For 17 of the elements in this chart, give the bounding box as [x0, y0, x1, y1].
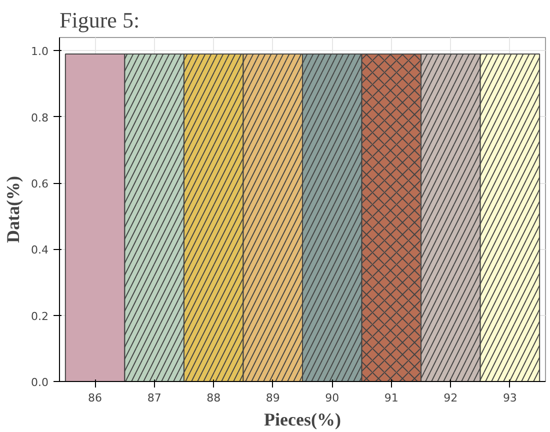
- x-tick-label: 88: [206, 392, 221, 404]
- y-tick-label: 1.0: [31, 45, 49, 58]
- y-tick-label: 0.6: [31, 178, 49, 191]
- y-tick-label: 0.2: [31, 310, 49, 323]
- chart-title: Figure 5:: [60, 8, 140, 32]
- x-tick-label: 90: [325, 392, 340, 404]
- x-tick-label: 93: [502, 392, 517, 404]
- x-tick-label: 91: [384, 392, 398, 404]
- x-tick-label: 86: [88, 392, 102, 404]
- x-tick-label: 92: [444, 392, 458, 404]
- y-tick-label: 0.8: [31, 111, 49, 124]
- y-tick-label: 0.0: [31, 376, 49, 389]
- y-axis-title: Data(%): [3, 176, 24, 243]
- x-tick-label: 87: [147, 392, 162, 404]
- x-tick-label: 89: [266, 392, 280, 404]
- x-axis-title: Pieces(%): [264, 410, 341, 430]
- y-tick-label: 0.4: [31, 244, 49, 257]
